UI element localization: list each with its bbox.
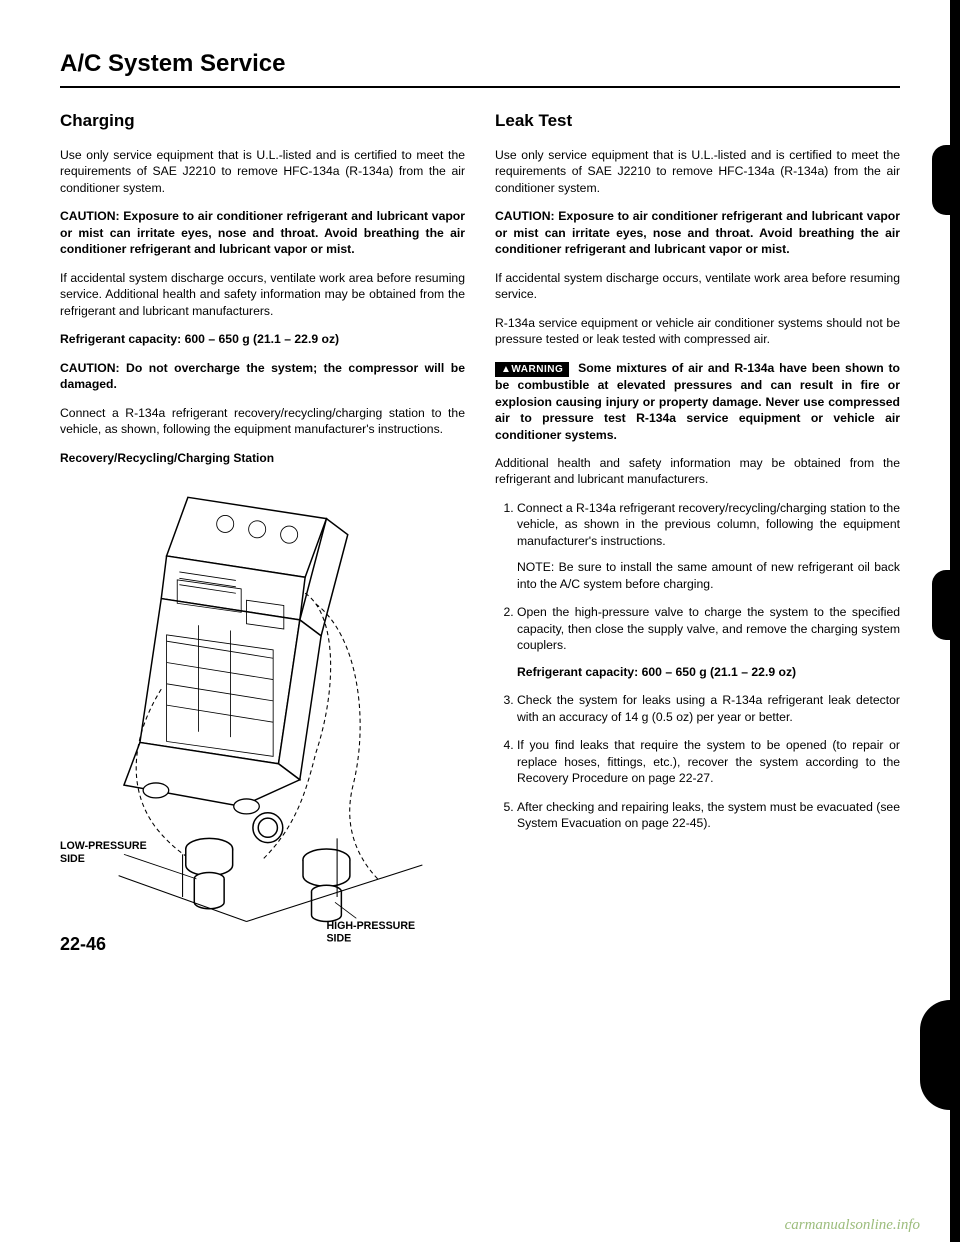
warning-badge: ▲WARNING [495, 362, 569, 378]
step-3: Check the system for leaks using a R-134… [517, 692, 900, 725]
charging-discharge-note: If accidental system discharge occurs, v… [60, 270, 465, 319]
leak-test-steps: Connect a R-134a refrigerant recovery/re… [495, 500, 900, 832]
high-pressure-callout: HIGH-PRESSURE SIDE [326, 920, 418, 945]
leak-intro: Use only service equipment that is U.L.-… [495, 147, 900, 196]
charging-station-figure: LOW-PRESSURE SIDE HIGH-PRESSURE SIDE [60, 476, 465, 949]
charging-connect: Connect a R-134a refrigerant recovery/re… [60, 405, 465, 438]
charging-caution-1: CAUTION: Exposure to air conditioner ref… [60, 208, 465, 257]
left-column: Charging Use only service equipment that… [60, 110, 465, 949]
step-1: Connect a R-134a refrigerant recovery/re… [517, 500, 900, 592]
step-5: After checking and repairing leaks, the … [517, 799, 900, 832]
charging-capacity: Refrigerant capacity: 600 – 650 g (21.1 … [60, 331, 465, 347]
page-title: A/C System Service [60, 50, 900, 78]
step-2-text: Open the high-pressure valve to charge t… [517, 605, 900, 652]
title-divider [60, 86, 900, 88]
step-1-note: NOTE: Be sure to install the same amount… [517, 559, 900, 592]
step-2-capacity: Refrigerant capacity: 600 – 650 g (21.1 … [517, 664, 900, 680]
two-column-layout: Charging Use only service equipment that… [60, 110, 900, 949]
page-number: 22-46 [60, 934, 106, 955]
leak-pressure-note: R-134a service equipment or vehicle air … [495, 315, 900, 348]
leak-discharge-note: If accidental system discharge occurs, v… [495, 270, 900, 303]
leak-test-heading: Leak Test [495, 110, 900, 133]
step-3-text: Check the system for leaks using a R-134… [517, 693, 900, 723]
binder-tab-bottom [920, 1000, 960, 1110]
figure-label: Recovery/Recycling/Charging Station [60, 450, 465, 466]
charging-caution-2: CAUTION: Do not overcharge the system; t… [60, 360, 465, 393]
charging-heading: Charging [60, 110, 465, 133]
charging-intro: Use only service equipment that is U.L.-… [60, 147, 465, 196]
step-2: Open the high-pressure valve to charge t… [517, 604, 900, 680]
step-4: If you find leaks that require the syste… [517, 737, 900, 786]
leak-warning: ▲WARNING Some mixtures of air and R-134a… [495, 360, 900, 443]
leak-caution-1: CAUTION: Exposure to air conditioner ref… [495, 208, 900, 257]
step-5-text: After checking and repairing leaks, the … [517, 800, 900, 830]
step-1-text: Connect a R-134a refrigerant recovery/re… [517, 501, 900, 548]
low-pressure-callout: LOW-PRESSURE SIDE [60, 840, 150, 865]
step-4-text: If you find leaks that require the syste… [517, 738, 900, 785]
right-column: Leak Test Use only service equipment tha… [495, 110, 900, 949]
leak-additional-info: Additional health and safety information… [495, 455, 900, 488]
watermark: carmanualsonline.info [785, 1217, 920, 1234]
charging-station-svg: LOW-PRESSURE SIDE HIGH-PRESSURE SIDE [60, 476, 465, 945]
